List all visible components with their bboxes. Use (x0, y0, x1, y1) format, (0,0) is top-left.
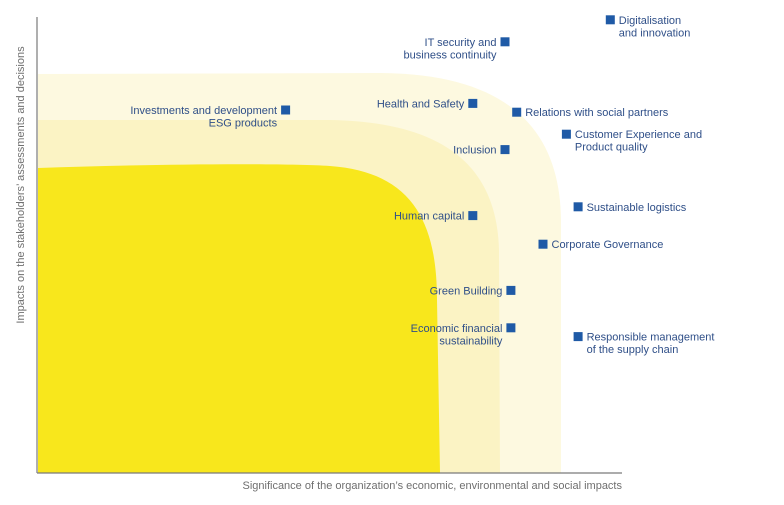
point-marker (538, 239, 548, 249)
data-point: Relations with social partners (512, 107, 669, 119)
data-point: Human capital (394, 211, 478, 223)
point-label: Economic financial (411, 323, 503, 335)
point-marker (468, 98, 478, 108)
point-marker (500, 37, 510, 47)
point-label: Inclusion (453, 145, 496, 157)
data-point: Corporate Governance (538, 239, 664, 251)
point-label: Green Building (430, 285, 503, 297)
point-label: Customer Experience and (575, 129, 702, 141)
point-marker (468, 211, 478, 221)
point-marker (500, 145, 510, 155)
point-label: Digitalisation (619, 15, 681, 27)
data-point: Inclusion (453, 145, 510, 157)
point-label: Health and Safety (377, 98, 465, 110)
data-point: Green Building (430, 285, 516, 297)
point-label: Human capital (394, 211, 464, 223)
point-label: Relations with social partners (525, 107, 669, 119)
point-label: Responsible management (587, 332, 715, 344)
point-marker (605, 15, 615, 25)
data-point: Health and Safety (377, 98, 478, 110)
point-label: Product quality (575, 142, 648, 154)
zone-inner (38, 164, 440, 473)
data-point: Sustainable logistics (573, 202, 687, 214)
point-label: Investments and development (130, 105, 277, 117)
point-label: ESG products (209, 118, 278, 130)
point-label: sustainability (439, 335, 502, 347)
materiality-zones (38, 73, 561, 473)
point-marker (561, 129, 571, 139)
point-marker (573, 202, 583, 212)
point-marker (512, 107, 522, 117)
point-label: business continuity (404, 49, 497, 61)
point-marker (506, 285, 516, 295)
point-label: of the supply chain (587, 344, 679, 356)
point-marker (506, 323, 516, 333)
point-label: Corporate Governance (552, 239, 664, 251)
point-label: and innovation (619, 27, 691, 39)
y-axis-label: Impacts on the stakeholders’ assessments… (15, 46, 27, 324)
x-axis-label: Significance of the organization’s econo… (242, 480, 622, 492)
point-label: Sustainable logistics (587, 202, 687, 214)
point-label: IT security and (425, 37, 497, 49)
point-marker (281, 105, 291, 115)
point-marker (573, 332, 583, 342)
